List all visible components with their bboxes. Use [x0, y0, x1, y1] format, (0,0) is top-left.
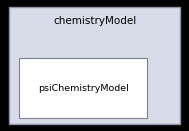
FancyBboxPatch shape	[19, 58, 147, 118]
Text: psiChemistryModel: psiChemistryModel	[38, 84, 129, 93]
FancyBboxPatch shape	[9, 7, 180, 124]
Text: chemistryModel: chemistryModel	[53, 16, 136, 26]
